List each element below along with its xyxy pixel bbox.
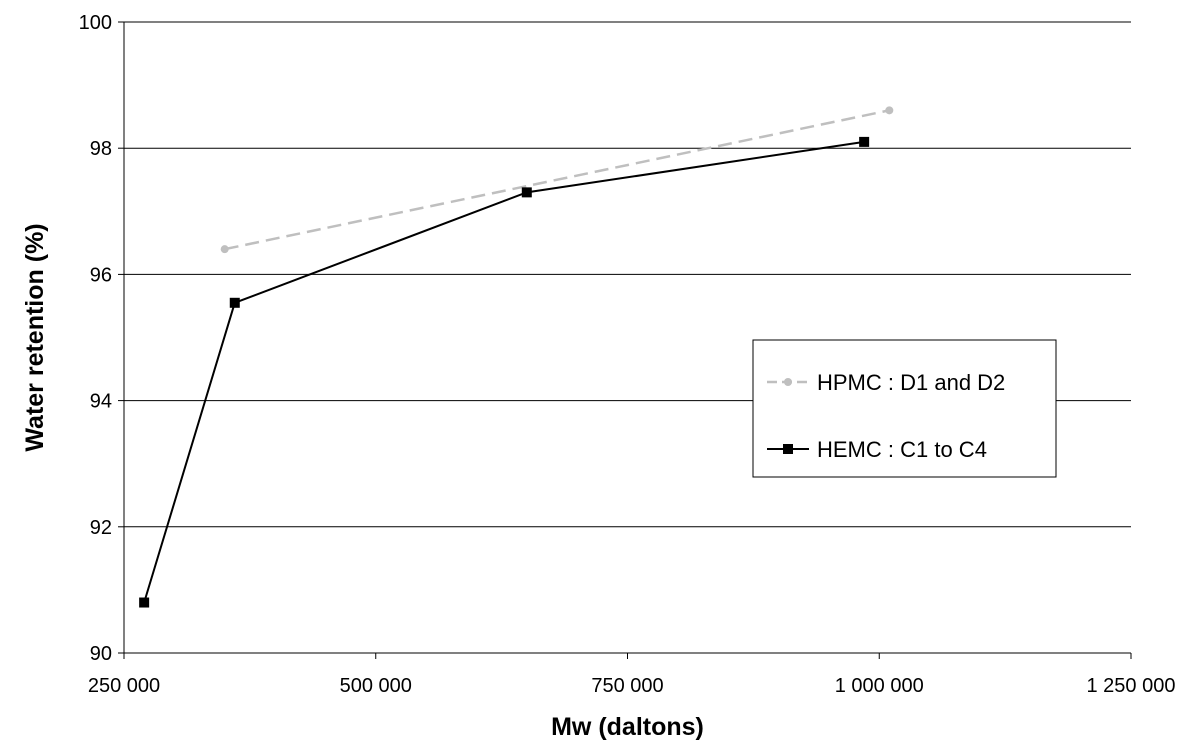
x-tick-label: 750 000	[591, 675, 663, 697]
y-tick-label: 92	[90, 517, 112, 539]
y-tick-label: 96	[90, 264, 112, 286]
x-axis-title: Mw (daltons)	[551, 713, 704, 741]
x-tick-label: 500 000	[340, 675, 412, 697]
legend-entries: HPMC : D1 and D2 HEMC : C1 to C4	[767, 370, 1005, 462]
series-0	[220, 106, 894, 254]
x-tick-label: 250 000	[88, 675, 160, 697]
data-point	[783, 444, 793, 454]
x-tick-label: 1 000 000	[835, 675, 924, 697]
y-tick-label: 100	[79, 12, 112, 34]
data-point	[859, 136, 870, 147]
series-line	[224, 109, 890, 251]
x-axis-ticks: 250 000 500 000 750 000 1 000 000 1 250 000	[88, 653, 1176, 697]
legend-box	[752, 339, 1057, 478]
data-point	[521, 187, 532, 198]
series-1	[139, 136, 870, 608]
y-tick-label: 90	[90, 643, 112, 665]
data-point	[139, 597, 150, 608]
data-point	[220, 245, 229, 254]
legend-entry: HEMC : C1 to C4	[767, 437, 987, 462]
legend: HPMC : D1 and D2 HEMC : C1 to C4	[752, 339, 1057, 478]
series-line	[143, 140, 865, 603]
y-tick-label: 94	[90, 391, 112, 413]
legend-label: HEMC : C1 to C4	[817, 437, 987, 462]
x-tick-label: 1 250 000	[1087, 675, 1176, 697]
y-tick-label: 98	[90, 138, 112, 160]
legend-entry: HPMC : D1 and D2	[767, 370, 1005, 395]
data-point	[885, 106, 894, 115]
y-axis-title: Water retention (%)	[21, 223, 49, 451]
series-layer	[139, 106, 894, 608]
axes	[123, 22, 1131, 654]
data-point	[229, 297, 240, 308]
legend-label: HPMC : D1 and D2	[817, 370, 1005, 395]
y-axis-ticks: 90 92 94 96 98 100	[79, 12, 124, 665]
data-point	[784, 378, 792, 386]
